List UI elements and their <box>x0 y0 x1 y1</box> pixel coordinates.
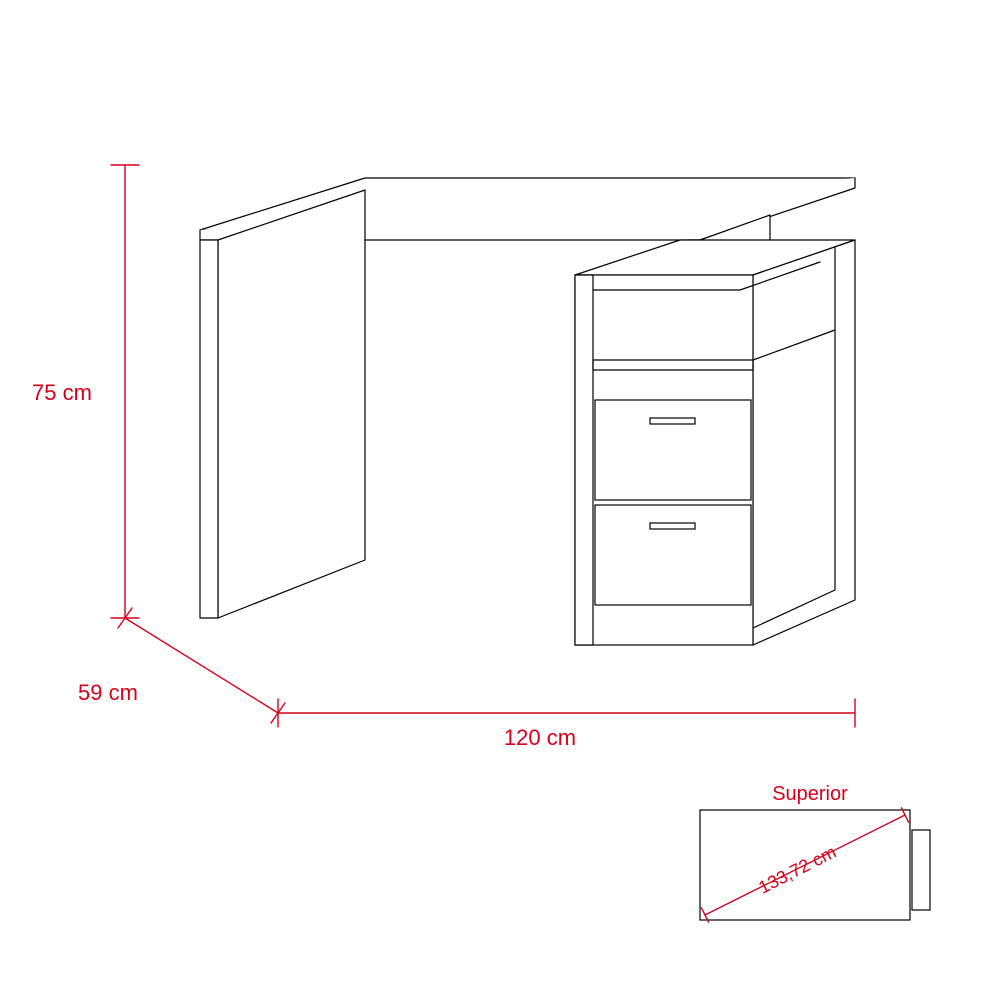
drawer-handle-2 <box>650 523 695 529</box>
cabinet-left-panel <box>575 275 593 645</box>
drawer-2 <box>595 505 751 605</box>
drawer-1 <box>595 400 751 500</box>
cabinet-right <box>753 240 855 645</box>
left-leg-front <box>200 240 218 618</box>
dim-width-label: 120 cm <box>504 725 576 750</box>
left-leg-side <box>218 190 365 618</box>
dim-depth-label: 59 cm <box>78 680 138 705</box>
inset-side-rect <box>912 830 930 910</box>
inset-title: Superior <box>772 783 848 805</box>
drawer-handle-1 <box>650 418 695 424</box>
dim-height-label: 75 cm <box>32 380 92 405</box>
